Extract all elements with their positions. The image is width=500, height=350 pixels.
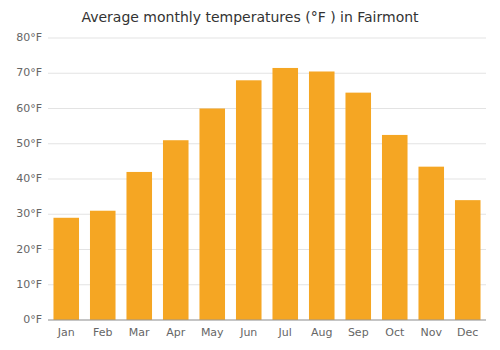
bars xyxy=(53,68,480,320)
y-tick-label: 0°F xyxy=(23,313,42,326)
bar xyxy=(272,68,298,320)
chart-container: 0°F 10°F 20°F 30°F 40°F 50°F 60°F 70°F 80°F Jan Fe… xyxy=(0,0,500,350)
x-tick-label: Feb xyxy=(93,326,112,339)
x-axis: Jan Feb Mar Apr May Jun Jul Aug Sep Oct Nov Dec xyxy=(48,320,486,339)
x-tick-label: Nov xyxy=(421,326,443,339)
y-tick-label: 70°F xyxy=(16,66,42,79)
grid-line xyxy=(48,143,486,144)
bar xyxy=(455,200,481,320)
y-tick-label: 10°F xyxy=(16,278,42,291)
x-tick-label: Oct xyxy=(385,326,405,339)
bar xyxy=(199,109,225,321)
bar xyxy=(90,211,116,320)
y-tick-label: 80°F xyxy=(16,31,42,44)
x-tick-label: Sep xyxy=(348,326,369,339)
grid-line xyxy=(48,108,486,109)
bar xyxy=(236,80,262,320)
y-tick-label: 20°F xyxy=(16,243,42,256)
x-tick-label: Apr xyxy=(166,326,186,339)
bar xyxy=(382,135,408,320)
y-tick-label: 40°F xyxy=(16,172,42,185)
x-tick-label: Dec xyxy=(457,326,478,339)
grid-line xyxy=(48,38,486,39)
y-tick-label: 50°F xyxy=(16,137,42,150)
chart-svg: 0°F 10°F 20°F 30°F 40°F 50°F 60°F 70°F 80°F Jan Fe… xyxy=(0,0,500,350)
x-tick-label: Jan xyxy=(57,326,75,339)
grid-line xyxy=(48,320,486,321)
y-tick-label: 60°F xyxy=(16,102,42,115)
bar xyxy=(345,93,371,320)
x-axis-line xyxy=(48,320,486,321)
x-tick-label: May xyxy=(201,326,224,339)
x-tick-label: Jul xyxy=(278,326,292,339)
y-grid xyxy=(48,38,486,320)
x-tick-label: Jun xyxy=(239,326,257,339)
chart-title: Average monthly temperatures (°F ) in Fa… xyxy=(81,9,419,25)
y-tick-label: 30°F xyxy=(16,207,42,220)
x-tick-label: Mar xyxy=(129,326,150,339)
y-axis: 0°F 10°F 20°F 30°F 40°F 50°F 60°F 70°F 80°F xyxy=(16,31,42,326)
bar xyxy=(418,167,444,320)
grid-line xyxy=(48,73,486,74)
bar xyxy=(163,140,189,320)
bar xyxy=(126,172,152,320)
bar xyxy=(53,218,79,320)
bar xyxy=(309,71,335,320)
x-tick-label: Aug xyxy=(311,326,332,339)
